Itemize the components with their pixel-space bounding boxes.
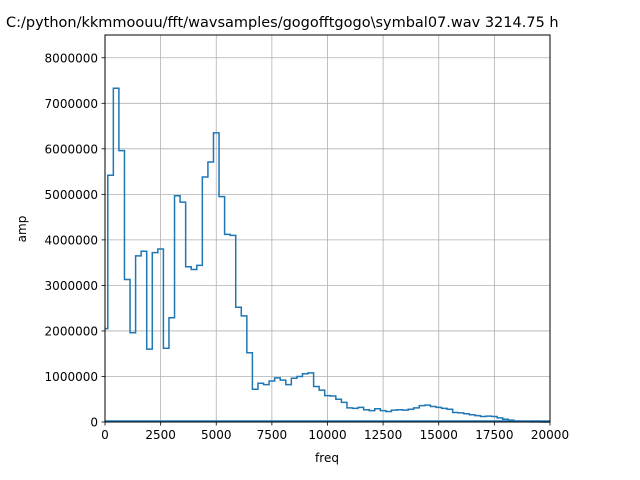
y-tick-label: 3000000: [45, 279, 98, 293]
plot-area-frame: [104, 34, 551, 423]
grid-lines: [104, 35, 551, 423]
x-axis-label: freq: [315, 451, 339, 465]
x-tick-label: 20000: [531, 428, 569, 442]
y-axis-label: amp: [15, 216, 29, 243]
chart-title: C:/python/kkmmoouu/fft/wavsamples/gogoff…: [6, 15, 559, 31]
y-tick-label: 7000000: [45, 97, 98, 111]
x-tick-label: 5000: [201, 428, 232, 442]
y-tick-label: 0: [90, 416, 98, 430]
x-tick-label: 2500: [145, 428, 176, 442]
x-tick-label: 15000: [420, 428, 458, 442]
x-tick-label: 17500: [475, 428, 513, 442]
y-tick-label: 1000000: [45, 370, 98, 384]
x-tick-label: 0: [101, 428, 109, 442]
y-axis-ticks: 0 1000000 2000000 3000000 4000000 5000000 6000…: [45, 51, 105, 430]
x-axis-ticks: 0 2500 5000 7500 10000 12500 15000 17500 20000: [101, 422, 569, 442]
y-tick-label: 5000000: [45, 188, 98, 202]
x-tick-label: 12500: [364, 428, 402, 442]
y-tick-label: 4000000: [45, 233, 98, 247]
y-tick-label: 6000000: [45, 142, 98, 156]
y-tick-label: 2000000: [45, 324, 98, 338]
x-tick-label: 7500: [257, 428, 288, 442]
series-line: [105, 87, 550, 423]
y-tick-label: 8000000: [45, 51, 98, 65]
x-tick-label: 10000: [308, 428, 346, 442]
